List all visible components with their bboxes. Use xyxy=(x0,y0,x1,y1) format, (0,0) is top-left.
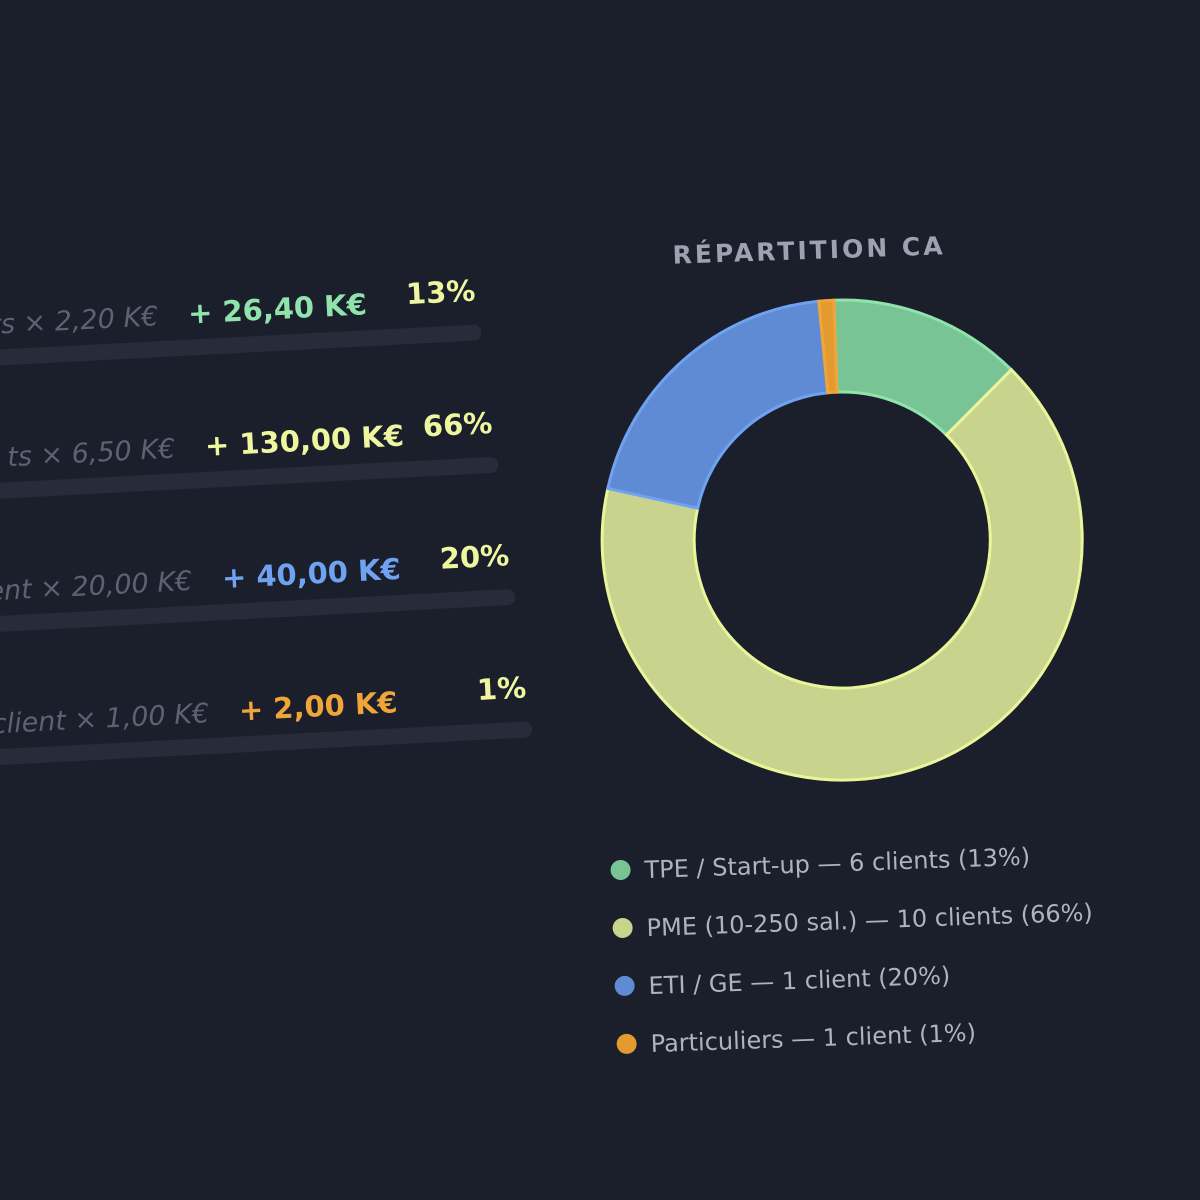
row: client × 1,00 K€ + 2,00 K€ 1% xyxy=(0,670,533,765)
donut-slice xyxy=(606,299,830,511)
row: ent × 20,00 K€ + 40,00 K€ 20% xyxy=(0,538,516,633)
donut-slice xyxy=(600,367,1084,782)
row-amount: + 2,00 K€ xyxy=(238,685,398,727)
legend-dot xyxy=(610,859,631,880)
row-share: 20% xyxy=(439,538,510,576)
row-track xyxy=(0,324,482,367)
legend-dot xyxy=(614,975,635,996)
legend-dot xyxy=(616,1033,637,1054)
donut-slice xyxy=(817,298,839,395)
row-track xyxy=(0,456,499,500)
row-track xyxy=(0,589,516,633)
row: ts × 6,50 K€ + 130,00 K€ 66% xyxy=(0,406,499,500)
legend-dot xyxy=(612,917,633,938)
chart: RÉPARTITION CA TPE / Start-up — 6 client… xyxy=(600,231,1093,1058)
row: nts × 2,20 K€ + 26,40 K€ 13% xyxy=(0,274,482,367)
row-track xyxy=(0,721,533,765)
rows: nts × 2,20 K€ + 26,40 K€ 13% ts × 6,50 K€ + … xyxy=(0,274,533,765)
row-share: 66% xyxy=(422,406,493,444)
row-share: 13% xyxy=(405,274,476,312)
row-share: 1% xyxy=(476,670,527,707)
